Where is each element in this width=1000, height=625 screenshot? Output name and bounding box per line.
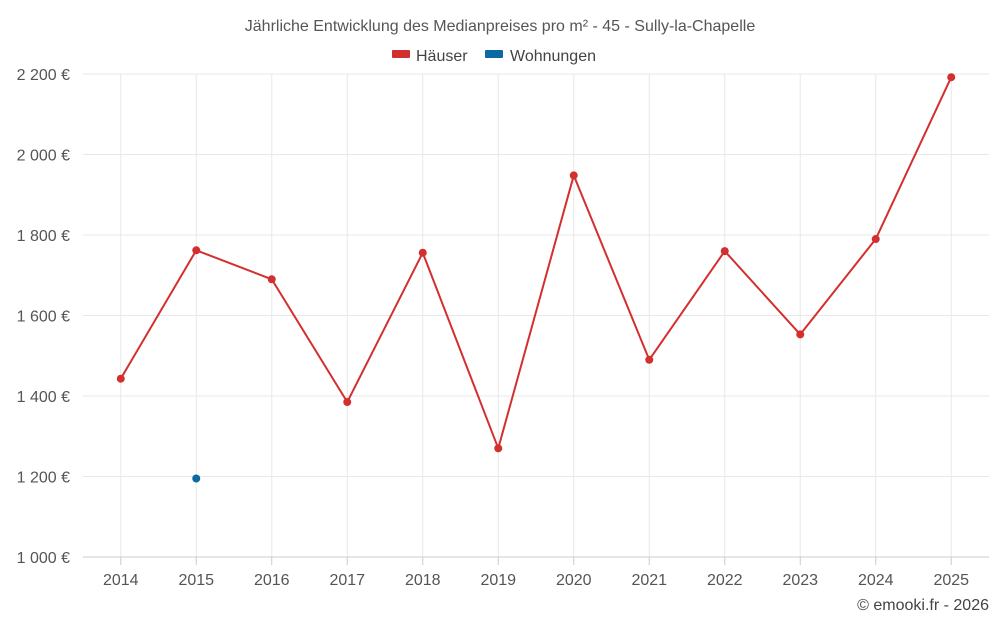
y-tick-label: 2 000 € xyxy=(17,148,70,165)
x-tick-label: 2017 xyxy=(329,572,365,589)
data-point-haeuser[interactable] xyxy=(267,275,276,284)
data-point-haeuser[interactable] xyxy=(192,246,201,255)
data-point-haeuser[interactable] xyxy=(343,398,352,407)
x-tick-label: 2024 xyxy=(858,572,894,589)
x-tick-label: 2014 xyxy=(103,572,139,589)
x-tick-label: 2022 xyxy=(707,572,743,589)
series-line-haeuser xyxy=(119,76,953,450)
x-tick-label: 2020 xyxy=(556,572,592,589)
data-point-haeuser[interactable] xyxy=(947,73,956,82)
x-tick-label: 2016 xyxy=(254,572,290,589)
y-tick-label: 1 000 € xyxy=(17,550,70,567)
y-axis: 1 000 € 1 200 € 1 400 € 1 600 € 1 800 € 2 000… xyxy=(17,67,70,567)
x-tick-label: 2015 xyxy=(178,572,214,589)
data-point-haeuser[interactable] xyxy=(796,330,805,339)
data-point-wohnungen[interactable] xyxy=(192,474,201,483)
legend-label-wohnungen: Wohnungen xyxy=(510,48,596,65)
credit: © emooki.fr - 2026 xyxy=(857,597,989,614)
data-point-haeuser[interactable] xyxy=(418,248,427,257)
legend-item-haeuser[interactable]: Häuser xyxy=(392,48,468,65)
y-tick-label: 1 400 € xyxy=(17,389,70,406)
x-axis: 2014 2015 2016 2017 2018 2019 2020 2021 2022 2023… xyxy=(83,556,989,589)
legend: Häuser Wohnungen xyxy=(392,48,596,65)
data-point-haeuser[interactable] xyxy=(116,374,125,383)
data-point-haeuser[interactable] xyxy=(645,355,654,364)
legend-swatch-wohnungen xyxy=(485,50,503,58)
x-tick-label: 2023 xyxy=(782,572,818,589)
data-point-haeuser[interactable] xyxy=(569,171,578,180)
legend-label-haeuser: Häuser xyxy=(416,48,468,65)
legend-swatch-haeuser xyxy=(392,50,410,58)
y-tick-label: 1 600 € xyxy=(17,309,70,326)
data-point-haeuser[interactable] xyxy=(720,247,729,256)
x-tick-label: 2021 xyxy=(631,572,667,589)
x-tick-label: 2018 xyxy=(405,572,441,589)
plot-area xyxy=(116,73,956,483)
y-tick-label: 1 800 € xyxy=(17,228,70,245)
grid xyxy=(83,73,989,558)
x-tick-label: 2019 xyxy=(480,572,516,589)
legend-item-wohnungen[interactable]: Wohnungen xyxy=(485,48,596,65)
data-point-haeuser[interactable] xyxy=(871,235,880,244)
y-tick-label: 2 200 € xyxy=(17,67,70,84)
data-point-haeuser[interactable] xyxy=(494,444,503,453)
chart-title: Jährliche Entwicklung des Medianpreises … xyxy=(245,18,756,35)
x-tick-label: 2025 xyxy=(933,572,969,589)
y-tick-label: 1 200 € xyxy=(17,470,70,487)
